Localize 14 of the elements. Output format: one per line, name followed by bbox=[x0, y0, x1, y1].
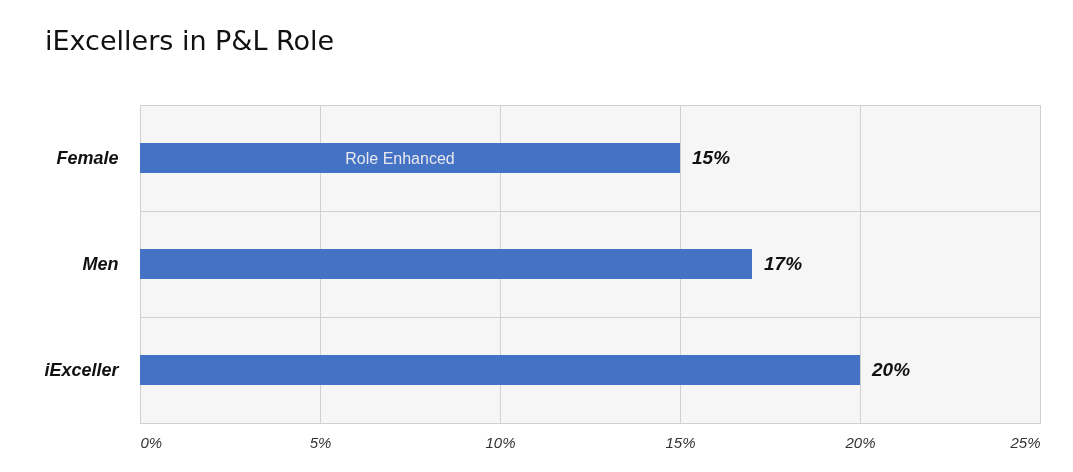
data-label: 17% bbox=[764, 253, 803, 274]
x-tick-label: 0% bbox=[140, 433, 163, 451]
y-tick-label: Men bbox=[82, 253, 119, 274]
x-tick-label: 15% bbox=[665, 433, 696, 451]
x-tick-label: 5% bbox=[309, 433, 332, 451]
data-label: 15% bbox=[692, 147, 731, 168]
y-tick-label: Female bbox=[56, 147, 119, 168]
x-tick-label: 10% bbox=[485, 433, 516, 451]
x-tick-label: 20% bbox=[844, 433, 876, 451]
y-tick-label: iExceller bbox=[44, 359, 120, 380]
annotation: Role Enhanced bbox=[345, 150, 455, 167]
x-tick-label: 25% bbox=[1009, 433, 1041, 451]
chart-title: iExcellers in P&L Role bbox=[45, 25, 335, 56]
data-label: 20% bbox=[871, 359, 911, 380]
